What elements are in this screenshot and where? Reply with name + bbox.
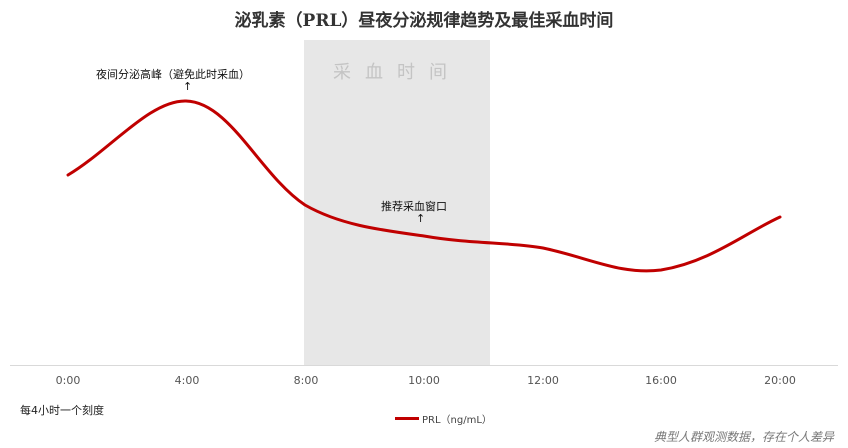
legend-label: PRL（ng/mL）: [422, 415, 492, 426]
legend-line-swatch-icon: [395, 417, 419, 420]
peak-arrow-icon: ↑: [183, 80, 193, 93]
blood-draw-time-band: [304, 40, 490, 365]
band-label: 采血时间: [333, 62, 461, 83]
legend: PRL（ng/mL）: [395, 411, 492, 426]
x-axis-line: [10, 365, 838, 366]
x-tick: 20:00: [764, 374, 796, 387]
x-tick: 16:00: [645, 374, 677, 387]
chart-title: 泌乳素（PRL）昼夜分泌规律趋势及最佳采血时间: [234, 11, 614, 31]
data-source-note: 典型人群观测数据，存在个人差异: [653, 430, 834, 444]
tick-interval-note: 每4小时一个刻度: [20, 404, 104, 417]
x-tick: 12:00: [527, 374, 559, 387]
x-tick: 0:00: [55, 374, 81, 387]
window-arrow-icon: ↑: [416, 212, 426, 225]
x-tick: 8:00: [293, 374, 319, 387]
peak-annotation: 夜间分泌高峰（避免此时采血）: [96, 68, 250, 81]
x-tick: 4:00: [174, 374, 200, 387]
window-annotation: 推荐采血窗口: [381, 200, 447, 213]
x-tick: 10:00: [408, 374, 440, 387]
prl-series-line: [66, 99, 782, 273]
